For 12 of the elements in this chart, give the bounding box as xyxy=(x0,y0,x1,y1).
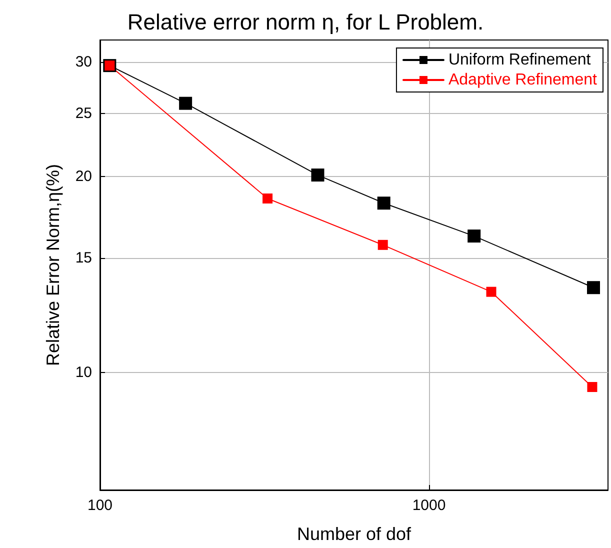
legend-label: Adaptive Refinement xyxy=(448,72,598,88)
x-axis-title: Number of dof xyxy=(296,524,412,544)
legend-label: Uniform Refinement xyxy=(448,52,592,68)
y-tick-label: 25 xyxy=(75,104,92,122)
chart-title: Relative error norm η, for L Problem. xyxy=(127,10,484,34)
y-tick-label: 10 xyxy=(75,364,92,381)
x-tick-label: 1000 xyxy=(412,497,446,514)
x-tick-label: 100 xyxy=(87,497,113,514)
y-axis-title: Relative Error Norm,η(%) xyxy=(43,164,63,366)
y-tick-label: 20 xyxy=(75,168,92,185)
y-tick-label: 15 xyxy=(75,249,92,266)
y-tick-label: 30 xyxy=(75,53,92,70)
